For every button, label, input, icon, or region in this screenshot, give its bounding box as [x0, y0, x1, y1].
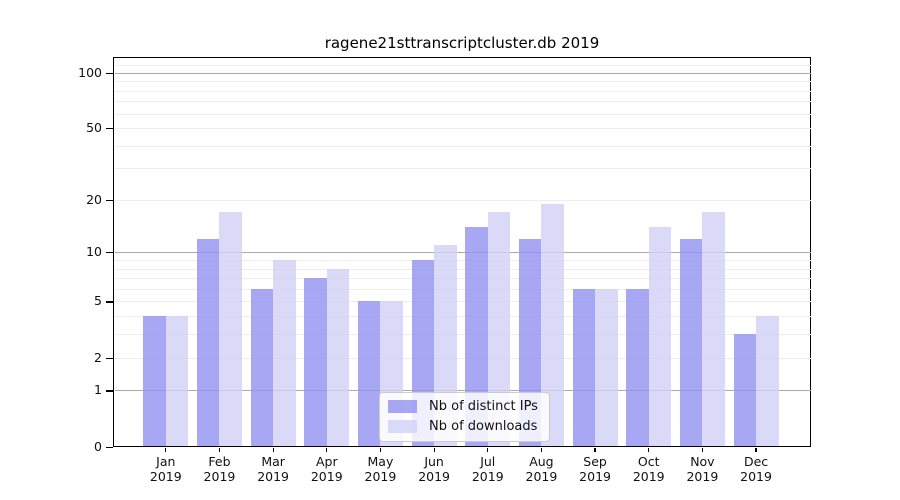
- bar-feb-distinct-ips: [196, 238, 220, 447]
- bar-nov-distinct-ips: [679, 238, 703, 447]
- bar-apr-downloads: [326, 268, 350, 447]
- y-tick-mark: [106, 128, 113, 130]
- x-tick-label-jan: Jan 2019: [149, 453, 182, 485]
- x-tick-label-mar: Mar 2019: [257, 453, 290, 485]
- x-tick-mark: [540, 447, 542, 452]
- x-tick-label-dec: Dec 2019: [740, 453, 772, 485]
- x-tick-mark: [487, 447, 489, 452]
- x-tick-label-may: May 2019: [364, 453, 397, 485]
- bar-aug-downloads: [541, 203, 564, 447]
- x-tick-mark: [165, 447, 167, 452]
- minor-gridline: [114, 199, 811, 201]
- major-gridline: [114, 252, 811, 254]
- y-tick-mark: [106, 301, 113, 303]
- y-tick-label: 50: [86, 120, 102, 136]
- legend-swatch-distinct-ips: [388, 400, 417, 413]
- bar-sep-downloads: [595, 288, 618, 447]
- y-tick-mark: [106, 252, 113, 254]
- x-tick-label-oct: Oct 2019: [632, 453, 665, 485]
- y-tick-mark: [106, 357, 113, 359]
- bar-mar-distinct-ips: [250, 288, 274, 447]
- chart-title: ragene21sttranscriptcluster.db 2019: [324, 34, 600, 52]
- major-gridline: [114, 72, 811, 74]
- minor-gridline: [114, 81, 811, 83]
- bar-dec-distinct-ips: [733, 334, 757, 447]
- y-tick-label: 5: [94, 293, 102, 309]
- minor-gridline: [114, 65, 811, 67]
- x-tick-label-jun: Jun 2019: [418, 453, 450, 485]
- x-tick-mark: [594, 447, 596, 452]
- minor-gridline: [114, 259, 811, 261]
- minor-gridline: [114, 288, 811, 290]
- bar-oct-distinct-ips: [626, 288, 649, 447]
- bar-mar-downloads: [273, 259, 296, 447]
- minor-gridline: [114, 334, 811, 336]
- y-tick-mark: [106, 446, 113, 448]
- legend-row-downloads: Nb of downloads: [388, 419, 538, 434]
- minor-gridline: [114, 101, 811, 103]
- bar-jul-distinct-ips: [465, 227, 488, 447]
- x-tick-mark: [272, 447, 274, 452]
- minor-gridline: [114, 145, 811, 147]
- x-tick-mark: [755, 447, 757, 452]
- y-tick-mark: [106, 199, 113, 202]
- plot-frame: [113, 57, 811, 447]
- x-tick-mark: [218, 447, 221, 452]
- x-tick-label-feb: Feb 2019: [203, 453, 236, 485]
- bar-dec-downloads: [756, 316, 779, 447]
- legend-label-distinct-ips: Nb of distinct IPs: [429, 399, 538, 414]
- minor-gridline: [114, 301, 811, 303]
- minor-gridline: [114, 168, 811, 170]
- minor-gridline: [114, 278, 811, 280]
- y-tick-label: 100: [78, 64, 102, 80]
- x-tick-mark: [701, 447, 703, 452]
- x-tick-label-aug: Aug 2019: [525, 453, 558, 485]
- bar-jan-distinct-ips: [143, 316, 166, 447]
- y-tick-label: 1: [94, 382, 102, 398]
- x-tick-mark: [648, 447, 650, 452]
- bar-oct-downloads: [648, 227, 672, 447]
- minor-gridline: [114, 128, 811, 130]
- plot-area: [114, 59, 811, 447]
- bar-jul-downloads: [487, 212, 511, 447]
- y-tick-label: 20: [86, 191, 102, 207]
- x-tick-label-jul: Jul 2019: [471, 453, 504, 485]
- minor-gridline: [114, 357, 811, 359]
- x-tick-label-sep: Sep 2019: [579, 453, 611, 485]
- bar-may-distinct-ips: [357, 301, 381, 447]
- bar-nov-downloads: [702, 212, 725, 447]
- x-tick-mark: [433, 447, 435, 452]
- bar-feb-downloads: [219, 212, 242, 447]
- legend-label-downloads: Nb of downloads: [429, 419, 538, 434]
- legend-swatch-downloads: [388, 420, 417, 433]
- x-tick-mark: [379, 447, 382, 452]
- x-tick-label-apr: Apr 2019: [310, 453, 343, 485]
- y-tick-label: 10: [86, 244, 102, 260]
- y-tick-mark: [106, 390, 113, 392]
- bar-sep-distinct-ips: [572, 288, 596, 447]
- minor-gridline: [114, 268, 811, 270]
- legend-row-distinct-ips: Nb of distinct IPs: [388, 399, 538, 414]
- minor-gridline: [114, 113, 811, 115]
- x-tick-label-nov: Nov 2019: [686, 453, 719, 485]
- minor-gridline: [114, 90, 811, 92]
- y-tick-mark: [106, 72, 113, 74]
- minor-gridline: [114, 316, 811, 318]
- bar-jan-downloads: [165, 316, 189, 447]
- y-tick-label: 2: [94, 349, 102, 365]
- legend: Nb of distinct IPs Nb of downloads: [379, 392, 550, 442]
- major-gridline: [114, 390, 811, 392]
- y-tick-label: 0: [94, 438, 102, 454]
- x-tick-mark: [326, 447, 328, 452]
- bar-apr-distinct-ips: [304, 278, 327, 447]
